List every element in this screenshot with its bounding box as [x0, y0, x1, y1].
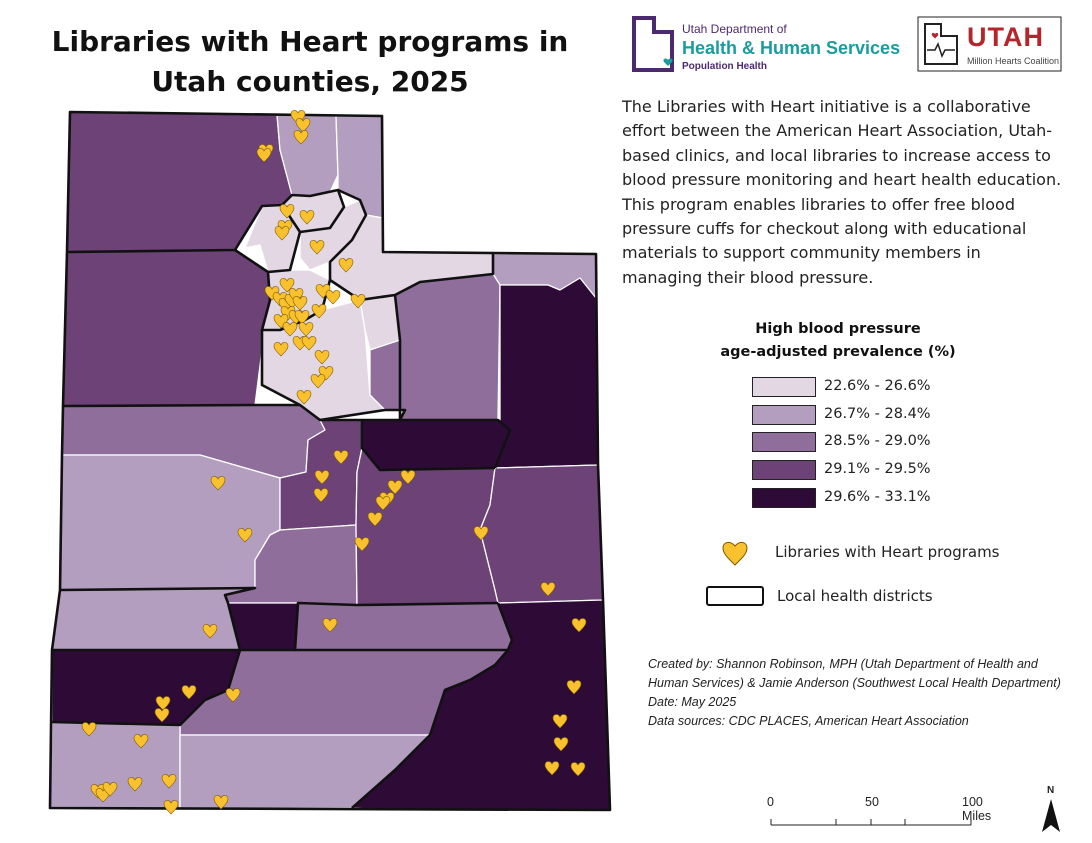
library-heart-marker[interactable] [225, 688, 241, 703]
county-grand[interactable] [479, 464, 604, 604]
county-washington[interactable] [49, 721, 181, 809]
library-heart-marker[interactable] [311, 304, 327, 319]
library-heart-marker[interactable] [163, 800, 179, 815]
county-uintah[interactable] [491, 277, 599, 469]
million-hearts-logo: UTAH Million Hearts Coalition [917, 16, 1062, 72]
health-district-boundaries [48, 110, 612, 812]
credits-created-by: Created by: Shannon Robinson, MPH (Utah … [648, 657, 1061, 690]
north-arrow: N [1036, 785, 1066, 835]
library-heart-marker[interactable] [282, 322, 298, 337]
library-heart-marker[interactable] [294, 310, 310, 325]
library-heart-marker[interactable] [81, 722, 97, 737]
library-heart-marker[interactable] [540, 582, 556, 597]
library-heart-marker[interactable] [299, 210, 315, 225]
library-heart-marker[interactable] [552, 714, 568, 729]
library-heart-marker[interactable] [154, 708, 170, 723]
library-heart-marker[interactable] [155, 696, 171, 711]
library-heart-marker[interactable] [133, 734, 149, 749]
library-heart-marker[interactable] [274, 226, 290, 241]
library-heart-marker[interactable] [338, 258, 354, 273]
county-millard[interactable] [59, 454, 281, 591]
library-heart-marker[interactable] [202, 624, 218, 639]
library-heart-marker[interactable] [301, 336, 317, 351]
library-heart-marker[interactable] [387, 480, 403, 495]
library-heart-marker[interactable] [566, 680, 582, 695]
library-heart-marker[interactable] [295, 118, 311, 133]
library-heart-marker[interactable] [314, 350, 330, 365]
library-markers [81, 110, 587, 815]
library-heart-marker[interactable] [325, 290, 341, 305]
library-heart-marker[interactable] [310, 374, 326, 389]
map-title: Libraries with Heart programs in Utah co… [51, 25, 569, 98]
legend-libraries-label: Libraries with Heart programs [775, 543, 1000, 561]
library-heart-marker[interactable] [293, 130, 309, 145]
library-heart-marker[interactable] [571, 618, 587, 633]
library-heart-marker[interactable] [333, 450, 349, 465]
library-heart-marker[interactable] [318, 366, 334, 381]
utah-outline-icon [632, 16, 674, 72]
library-heart-marker[interactable] [375, 496, 391, 511]
credits-sources: Data sources: CDC PLACES, American Heart… [648, 714, 969, 728]
heart-icon [722, 541, 748, 566]
dhhs-line1: Utah Department of [682, 22, 787, 36]
library-heart-marker[interactable] [354, 537, 370, 552]
library-heart-marker[interactable] [210, 476, 226, 491]
dhhs-logo: Utah Department of Health & Human Servic… [630, 16, 910, 72]
north-arrow-icon [1042, 799, 1060, 832]
legend-title: High blood pressure age-adjusted prevale… [720, 321, 956, 360]
credits-date: Date: May 2025 [648, 695, 737, 709]
library-heart-marker[interactable] [102, 782, 118, 797]
library-heart-marker[interactable] [290, 110, 306, 125]
library-heart-marker[interactable] [400, 470, 416, 485]
library-heart-marker[interactable] [292, 296, 308, 311]
legend-districts-label: Local health districts [777, 587, 933, 605]
library-heart-marker[interactable] [279, 278, 295, 293]
dhhs-line2: Health & Human Services [682, 38, 901, 58]
utah-wordmark: UTAH [967, 22, 1044, 52]
library-heart-marker[interactable] [350, 294, 366, 309]
library-heart-marker[interactable] [309, 240, 325, 255]
library-heart-marker[interactable] [313, 488, 329, 503]
legend-district-swatch [706, 586, 764, 606]
description-text: The Libraries with Heart initiative is a… [622, 97, 1062, 287]
library-heart-marker[interactable] [256, 148, 272, 163]
library-heart-marker[interactable] [553, 737, 569, 752]
library-heart-marker[interactable] [367, 512, 383, 527]
library-heart-marker[interactable] [544, 761, 560, 776]
library-heart-marker[interactable] [288, 288, 304, 303]
library-heart-marker[interactable] [279, 204, 295, 219]
library-heart-marker[interactable] [213, 795, 229, 810]
library-heart-marker[interactable] [473, 526, 489, 541]
library-heart-marker[interactable] [161, 774, 177, 789]
library-heart-marker[interactable] [314, 470, 330, 485]
library-heart-marker[interactable] [127, 777, 143, 792]
library-heart-marker[interactable] [181, 685, 197, 700]
library-heart-marker[interactable] [570, 762, 586, 777]
county-tooele[interactable] [62, 249, 271, 407]
library-heart-marker[interactable] [273, 314, 289, 329]
library-heart-marker[interactable] [298, 322, 314, 337]
library-heart-marker[interactable] [273, 342, 289, 357]
map-credits: Created by: Shannon Robinson, MPH (Utah … [648, 655, 1068, 731]
scale-bar: 0 50 100 Miles [767, 795, 992, 826]
county-carbon[interactable] [361, 419, 511, 471]
million-hearts-label: Million Hearts Coalition [967, 56, 1060, 66]
library-heart-marker[interactable] [296, 390, 312, 405]
dhhs-line3: Population Health [682, 61, 767, 72]
library-heart-marker[interactable] [322, 618, 338, 633]
library-heart-marker[interactable] [237, 528, 253, 543]
